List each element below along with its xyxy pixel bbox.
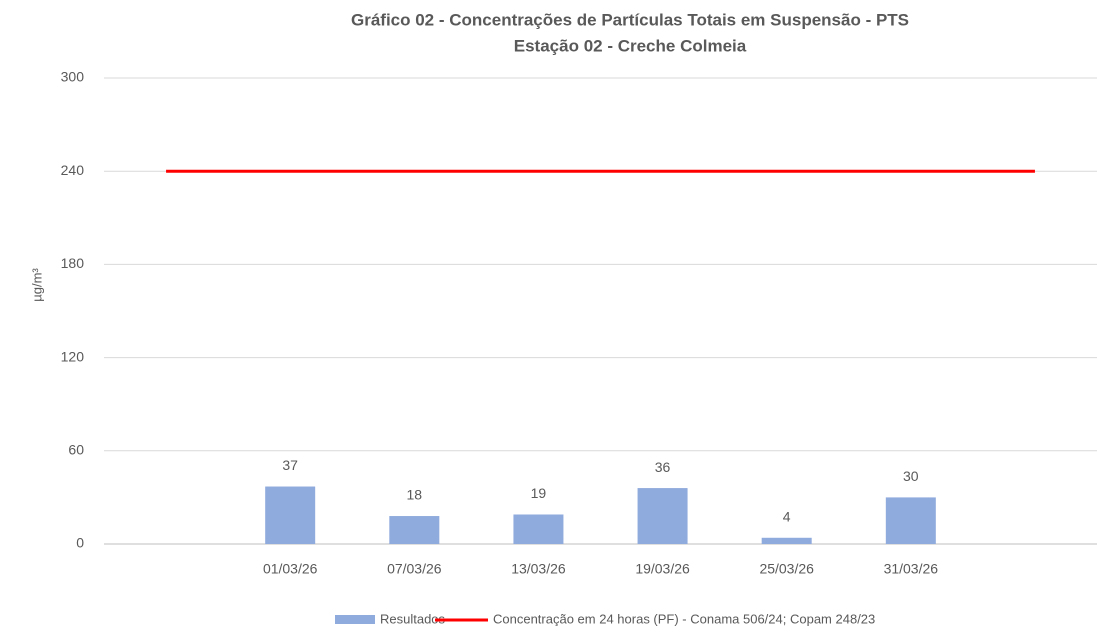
y-tick-label: 180 — [61, 255, 85, 271]
legend-label: Resultados — [380, 611, 446, 626]
data-label: 36 — [655, 459, 671, 475]
data-label: 19 — [531, 485, 547, 501]
bar — [265, 486, 316, 544]
x-tick-label: 13/03/26 — [511, 561, 566, 577]
bar — [637, 488, 688, 544]
bar — [389, 516, 440, 544]
bar — [761, 537, 812, 544]
x-tick-label: 19/03/26 — [635, 561, 690, 577]
y-tick-label: 0 — [76, 535, 84, 551]
data-label: 30 — [903, 468, 919, 484]
x-tick-label: 31/03/26 — [884, 561, 939, 577]
x-tick-label: 01/03/26 — [263, 561, 318, 577]
y-axis-label: µg/m³ — [29, 268, 44, 302]
chart-title: Gráfico 02 - Concentrações de Partículas… — [351, 10, 909, 29]
chart-subtitle: Estação 02 - Creche Colmeia — [514, 36, 747, 55]
y-tick-label: 60 — [68, 442, 84, 458]
y-tick-label: 300 — [61, 69, 85, 85]
legend-swatch — [335, 615, 375, 624]
x-tick-label: 25/03/26 — [759, 561, 814, 577]
x-tick-label: 07/03/26 — [387, 561, 442, 577]
data-label: 18 — [407, 487, 423, 503]
bar — [885, 497, 936, 544]
y-tick-label: 240 — [61, 162, 85, 178]
data-label: 4 — [783, 508, 791, 524]
bar — [513, 514, 564, 544]
data-label: 37 — [282, 457, 298, 473]
legend-label: Concentração em 24 horas (PF) - Conama 5… — [493, 611, 875, 626]
y-tick-label: 120 — [61, 348, 85, 364]
